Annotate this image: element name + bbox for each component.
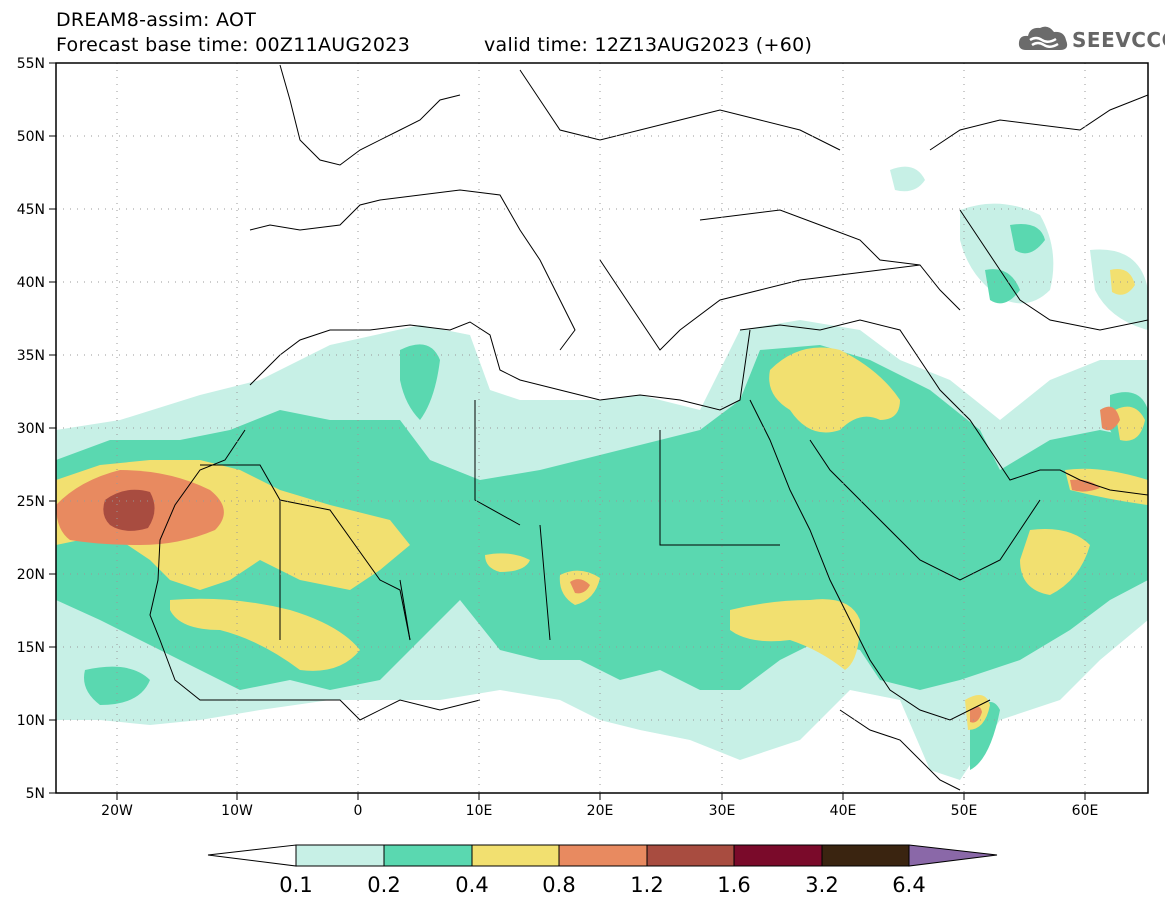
colorbar-swatch (733, 844, 823, 867)
colorbar-min-arrow (207, 844, 297, 867)
colorbar-label: 1.2 (630, 873, 664, 897)
lon-labels: 20W 10W 0 10E 20E 30E 40E 50E 60E (101, 803, 1098, 819)
colorbar (207, 844, 998, 867)
lat-label: 45N (17, 202, 45, 218)
colorbar-swatch (383, 844, 473, 867)
lat-label: 5N (26, 786, 45, 802)
seevccc-logo: SEEVCCC (1018, 22, 1165, 56)
lat-label: 55N (17, 56, 45, 72)
lon-label: 60E (1072, 803, 1099, 819)
lat-labels: 55N 50N 45N 40N 35N 30N 25N 20N 15N 10N … (17, 56, 45, 802)
lat-label: 50N (17, 129, 45, 145)
colorbar-swatch (471, 844, 560, 867)
aot-band-0.4-c (769, 347, 900, 433)
map-title: DREAM8-assim: AOT (56, 9, 257, 31)
aot-band-0.4-d (1020, 529, 1090, 595)
lat-label: 25N (17, 494, 45, 510)
valid-time: valid time: 12Z13AUG2023 (+60) (484, 34, 813, 56)
lon-label: 10E (466, 803, 493, 819)
tick-marks (49, 62, 1086, 800)
lat-label: 10N (17, 713, 45, 729)
lat-label: 20N (17, 567, 45, 583)
colorbar-max-arrow (908, 844, 998, 867)
colorbar-label: 0.4 (455, 873, 489, 897)
colorbar-swatch (646, 844, 735, 867)
country-borders (149, 64, 1148, 791)
lon-label: 20W (101, 803, 133, 819)
lon-label: 40E (830, 803, 857, 819)
aot-band-0.4-e (730, 599, 860, 670)
aot-band-0.4-b (170, 598, 360, 671)
lon-label: 30E (709, 803, 736, 819)
colorbar-swatch (295, 844, 385, 867)
gridlines (56, 63, 1148, 793)
logo-text: SEEVCCC (1072, 28, 1165, 52)
lon-label: 0 (354, 803, 363, 819)
colorbar-label: 0.8 (542, 873, 576, 897)
lon-label: 20E (587, 803, 614, 819)
colorbar-label: 0.2 (367, 873, 401, 897)
colorbar-label: 3.2 (805, 873, 839, 897)
aot-contours (56, 166, 1148, 780)
lat-label: 40N (17, 275, 45, 291)
lon-label: 10W (221, 803, 253, 819)
colorbar-label: 0.1 (279, 873, 313, 897)
cloud-icon (1018, 26, 1068, 50)
aot-band-0.2 (56, 345, 1148, 690)
lon-label: 50E (951, 803, 978, 819)
colorbar-label: 6.4 (892, 873, 926, 897)
colorbar-swatch (558, 844, 648, 867)
colorbar-label: 1.6 (717, 873, 751, 897)
aot-band-1.2 (103, 489, 155, 531)
lat-label: 15N (17, 640, 45, 656)
forecast-base-time: Forecast base time: 00Z11AUG2023 (56, 34, 411, 56)
lat-label: 35N (17, 348, 45, 364)
lat-label: 30N (17, 421, 45, 437)
colorbar-swatch (821, 844, 910, 867)
